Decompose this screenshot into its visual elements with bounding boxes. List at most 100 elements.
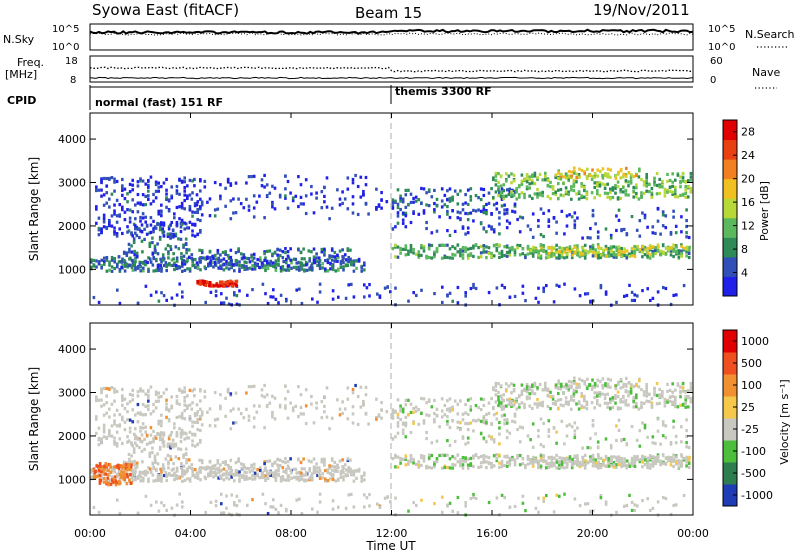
power-cell	[128, 247, 131, 251]
velocity-cell	[601, 392, 604, 396]
power-cell	[630, 298, 634, 303]
power-colorbar-tick: 12	[741, 220, 755, 233]
velocity-cell	[331, 507, 335, 511]
velocity-cell	[497, 381, 500, 386]
power-cell	[533, 182, 537, 186]
power-cell	[472, 254, 475, 259]
velocity-cell	[532, 455, 535, 459]
power-cell	[128, 182, 132, 187]
power-cell	[315, 252, 318, 256]
velocity-cell	[180, 466, 183, 470]
power-ylabel: Slant Range [km]	[27, 157, 41, 261]
power-cell	[167, 252, 170, 256]
power-cell	[649, 298, 652, 303]
power-cell	[589, 236, 592, 240]
velocity-cell	[148, 454, 152, 458]
power-cell	[666, 190, 669, 194]
power-cell	[148, 241, 152, 245]
velocity-cell	[292, 467, 296, 471]
power-cell	[302, 263, 305, 267]
velocity-cell	[539, 417, 543, 421]
velocity-cell	[110, 465, 114, 470]
velocity-cell	[156, 432, 159, 436]
velocity-cell	[459, 399, 462, 403]
power-cell	[615, 300, 618, 304]
power-cell	[299, 202, 303, 206]
velocity-cell	[583, 380, 587, 384]
velocity-cell	[160, 394, 163, 399]
power-cell	[238, 260, 241, 264]
power-cell	[584, 249, 587, 253]
velocity-cell	[586, 446, 590, 450]
velocity-cell	[596, 463, 600, 467]
velocity-cell	[611, 405, 615, 410]
power-cell	[198, 248, 201, 252]
velocity-cell	[220, 502, 223, 506]
power-cell	[92, 263, 96, 268]
velocity-cell	[592, 460, 595, 465]
velocity-cell	[555, 441, 558, 445]
velocity-cell	[577, 407, 581, 411]
velocity-cell	[623, 457, 626, 461]
velocity-cell	[106, 476, 110, 480]
power-cell	[375, 205, 378, 210]
velocity-cell	[187, 436, 191, 440]
velocity-cell	[645, 382, 648, 387]
velocity-cell	[167, 437, 171, 441]
velocity-cell	[300, 467, 304, 471]
power-cell	[456, 216, 460, 220]
velocity-cell	[534, 506, 538, 510]
power-cell	[130, 231, 133, 235]
power-cell	[487, 246, 491, 250]
velocity-cell	[531, 458, 535, 462]
velocity-cell	[199, 407, 202, 411]
velocity-cell	[227, 512, 231, 516]
velocity-cell	[459, 461, 462, 465]
velocity-cell	[615, 424, 618, 428]
velocity-cell	[560, 382, 563, 386]
power-cell	[591, 214, 595, 218]
power-cell	[650, 186, 654, 191]
velocity-cell	[100, 466, 104, 470]
velocity-cell	[341, 400, 344, 404]
velocity-cell	[399, 461, 402, 465]
power-cell	[363, 283, 366, 287]
power-cell	[433, 201, 436, 206]
velocity-cell	[563, 466, 566, 470]
velocity-cell	[139, 389, 142, 393]
velocity-cell	[420, 498, 423, 502]
power-cell	[578, 294, 582, 298]
power-cell	[507, 174, 511, 178]
power-cell	[113, 209, 116, 213]
power-cell	[601, 182, 604, 186]
power-cell	[542, 286, 545, 290]
power-cell	[174, 263, 178, 267]
power-cell	[528, 194, 531, 198]
velocity-cell	[567, 402, 570, 406]
power-cell	[685, 235, 688, 239]
velocity-cell	[234, 391, 238, 395]
power-cell	[136, 265, 140, 269]
power-cell	[193, 177, 196, 182]
power-cell	[396, 255, 400, 259]
velocity-cell	[351, 412, 355, 416]
power-cell	[227, 302, 231, 306]
velocity-cell	[638, 459, 642, 464]
velocity-cell	[571, 457, 574, 462]
velocity-cell	[680, 461, 684, 465]
power-cell	[464, 294, 467, 298]
velocity-cell	[427, 465, 431, 470]
velocity-cell	[175, 401, 179, 405]
power-cell	[234, 251, 238, 255]
velocity-cell	[112, 477, 116, 481]
velocity-cell	[344, 468, 348, 472]
velocity-cell	[586, 461, 590, 465]
power-cell	[274, 268, 278, 272]
velocity-cell	[140, 449, 144, 453]
power-cell	[213, 253, 217, 258]
velocity-cell	[178, 402, 181, 406]
power-cell	[482, 211, 486, 215]
velocity-cell	[113, 436, 116, 440]
velocity-cell	[414, 462, 418, 466]
velocity-cell	[105, 482, 108, 486]
